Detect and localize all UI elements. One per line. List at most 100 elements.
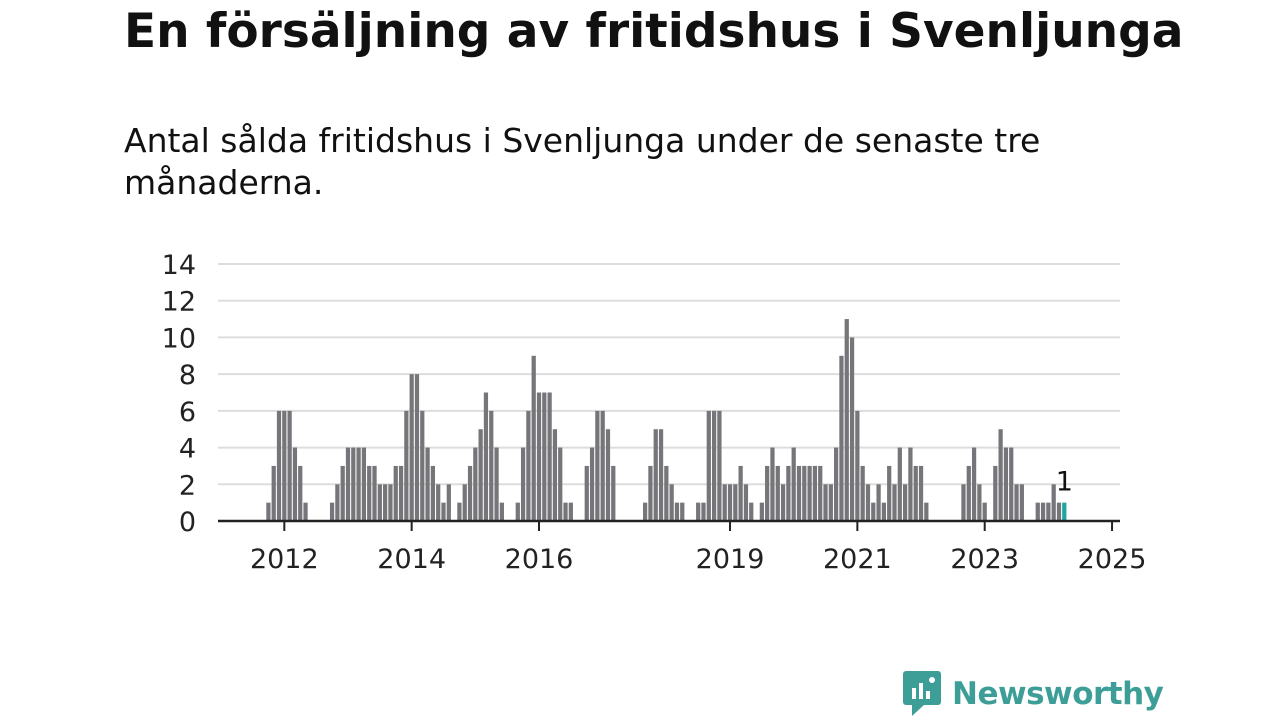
highlight-data-label: 1 <box>1056 467 1073 498</box>
y-tick-label: 2 <box>179 470 196 501</box>
bar <box>828 484 833 521</box>
bar <box>669 484 674 521</box>
bar <box>292 447 298 521</box>
data-labels: 1 <box>1056 467 1073 498</box>
bar <box>584 465 589 521</box>
highlight-bar <box>1062 502 1067 521</box>
bar <box>531 355 536 521</box>
bar <box>775 465 780 521</box>
bar <box>430 465 436 521</box>
bar <box>542 392 547 521</box>
bar <box>409 374 414 521</box>
y-tick-label: 6 <box>179 397 196 428</box>
bar <box>971 447 977 521</box>
bar <box>483 392 489 521</box>
bar <box>881 502 887 521</box>
bar <box>865 484 871 521</box>
bar <box>473 447 478 521</box>
x-tick-label: 2016 <box>505 544 574 575</box>
bar <box>733 484 738 521</box>
x-tick-label: 2021 <box>823 544 892 575</box>
bar <box>287 410 292 521</box>
bar <box>600 410 605 521</box>
bar <box>1014 484 1019 521</box>
bar <box>860 465 865 521</box>
bar <box>727 484 733 521</box>
bar <box>1040 502 1046 521</box>
bar <box>807 465 812 521</box>
bar <box>722 484 727 521</box>
bar <box>701 502 706 521</box>
bar <box>765 465 770 521</box>
bar <box>526 410 531 521</box>
bar <box>467 465 473 521</box>
newsworthy-chat-bar-icon <box>903 671 941 716</box>
x-tick-label: 2019 <box>696 544 765 575</box>
bar <box>823 484 828 521</box>
bar <box>717 410 722 521</box>
y-tick-label: 4 <box>179 434 196 465</box>
x-axis-ticks: 2012 2014 2016 2019 2021 2023 2025 <box>250 521 1146 575</box>
bar <box>855 410 860 521</box>
bar <box>818 465 823 521</box>
bar <box>977 484 982 521</box>
bar <box>680 502 685 521</box>
x-tick-label: 2014 <box>377 544 446 575</box>
bar <box>802 465 807 521</box>
bar <box>276 410 282 521</box>
y-tick-label: 10 <box>162 323 196 354</box>
bar <box>664 465 669 521</box>
bar <box>266 502 271 521</box>
bar <box>478 429 483 521</box>
bar <box>361 447 367 521</box>
bar <box>340 465 345 521</box>
bar <box>372 465 377 521</box>
bar <box>1003 447 1009 521</box>
bar <box>966 465 971 521</box>
bar <box>738 465 743 521</box>
bar <box>791 447 796 521</box>
bar <box>436 484 441 521</box>
x-tick-label: 2023 <box>950 544 1019 575</box>
bar <box>674 502 680 521</box>
bar <box>303 502 308 521</box>
bar <box>536 392 542 521</box>
bar <box>356 447 361 521</box>
bar <box>282 410 287 521</box>
bar <box>393 465 398 521</box>
y-tick-label: 8 <box>179 360 196 391</box>
bar <box>908 447 913 521</box>
bar <box>547 392 552 521</box>
bar <box>425 447 430 521</box>
bars <box>266 319 1067 521</box>
bar-chart: 0 2 4 6 8 10 12 14 2012 2014 2016 2019 2021 2023 2025… <box>162 250 1147 575</box>
bar <box>335 484 340 521</box>
bar <box>446 484 451 521</box>
bar <box>1019 484 1024 521</box>
bar <box>351 447 356 521</box>
bar <box>653 429 658 521</box>
bar <box>377 484 382 521</box>
bar <box>897 447 902 521</box>
bar <box>844 319 849 521</box>
bar <box>839 355 844 521</box>
bar <box>796 465 802 521</box>
bar <box>658 429 664 521</box>
bar <box>711 410 717 521</box>
y-tick-label: 12 <box>162 287 196 318</box>
bar <box>611 465 616 521</box>
bar <box>345 447 351 521</box>
bar <box>520 447 526 521</box>
y-tick-label: 0 <box>179 507 196 538</box>
y-tick-label: 14 <box>162 250 196 281</box>
bar <box>786 465 791 521</box>
bar <box>918 465 924 521</box>
bar <box>887 465 892 521</box>
bar <box>1051 484 1056 521</box>
y-axis-ticks: 0 2 4 6 8 10 12 14 <box>162 250 196 538</box>
x-tick-label: 2012 <box>250 544 319 575</box>
bar <box>1035 502 1040 521</box>
bar <box>902 484 908 521</box>
bar <box>457 502 462 521</box>
bar <box>388 484 393 521</box>
